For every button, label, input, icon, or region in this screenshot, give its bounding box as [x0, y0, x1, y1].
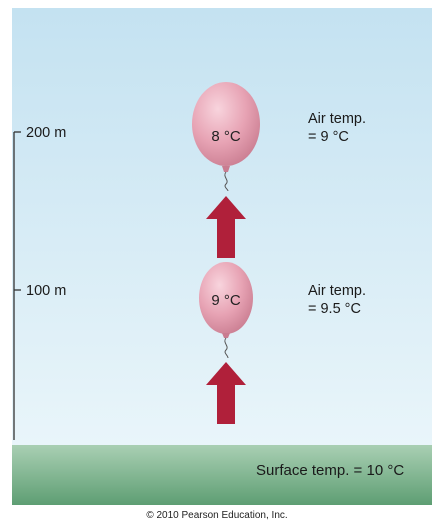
lower-balloon-temp: 9 °C	[211, 292, 241, 309]
upper-balloon-temp: 8 °C	[211, 128, 241, 145]
rising-arrow-lower	[206, 362, 246, 424]
rising-arrow-upper	[206, 196, 246, 258]
copyright-notice: © 2010 Pearson Education, Inc.	[146, 510, 288, 521]
ground-surface	[12, 445, 432, 505]
upper-air-temp-label: Air temp.	[308, 111, 367, 127]
upper-balloon	[192, 82, 260, 192]
surface-temp-label: Surface temp. = 10 °C	[256, 462, 405, 479]
lower-air-temp-value: = 9.5 °C	[308, 301, 361, 317]
altitude-label-100m: 100 m	[26, 283, 67, 299]
altitude-label-200m: 200 m	[26, 125, 67, 141]
lower-air-temp-label: Air temp.	[308, 283, 367, 299]
lower-balloon	[199, 262, 253, 359]
upper-air-temp-value: = 9 °C	[308, 129, 349, 145]
